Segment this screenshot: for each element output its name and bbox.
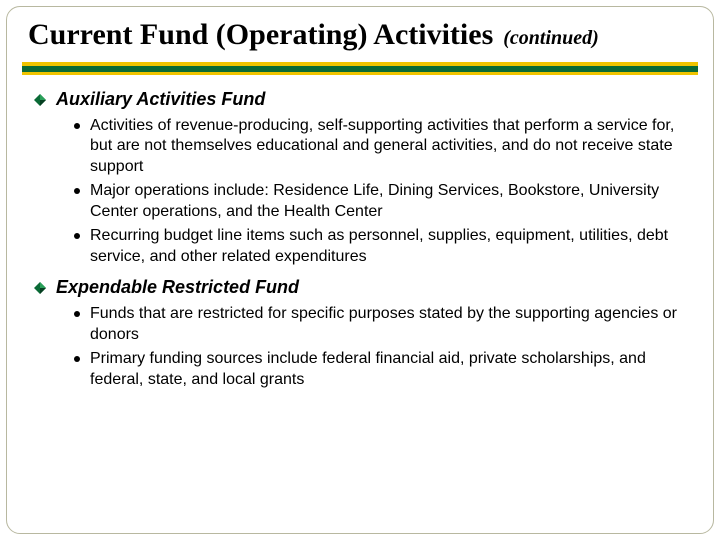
section-auxiliary: Auxiliary Activities Fund Activities of … [26,89,694,267]
section-expendable: Expendable Restricted Fund Funds that ar… [26,277,694,390]
slide-border [6,6,714,534]
continued-label: (continued) [503,27,599,50]
diamond-icon [34,282,46,294]
section-heading: Auxiliary Activities Fund [32,89,694,110]
section-heading-text: Expendable Restricted Fund [56,277,299,298]
bullet-list: Activities of revenue-producing, self-su… [32,116,694,267]
title-row: Current Fund (Operating) Activities (con… [26,18,694,52]
accent-rule [22,62,698,75]
list-item: Primary funding sources include federal … [74,349,694,390]
diamond-icon [34,94,46,106]
list-item: Major operations include: Residence Life… [74,181,694,222]
section-heading-text: Auxiliary Activities Fund [56,89,265,110]
list-item: Activities of revenue-producing, self-su… [74,116,694,177]
accent-rule-yellow-bottom [22,72,698,75]
list-item: Recurring budget line items such as pers… [74,226,694,267]
slide-title: Current Fund (Operating) Activities [28,18,493,52]
bullet-list: Funds that are restricted for specific p… [32,304,694,390]
section-heading: Expendable Restricted Fund [32,277,694,298]
slide: Current Fund (Operating) Activities (con… [0,0,720,540]
list-item: Funds that are restricted for specific p… [74,304,694,345]
